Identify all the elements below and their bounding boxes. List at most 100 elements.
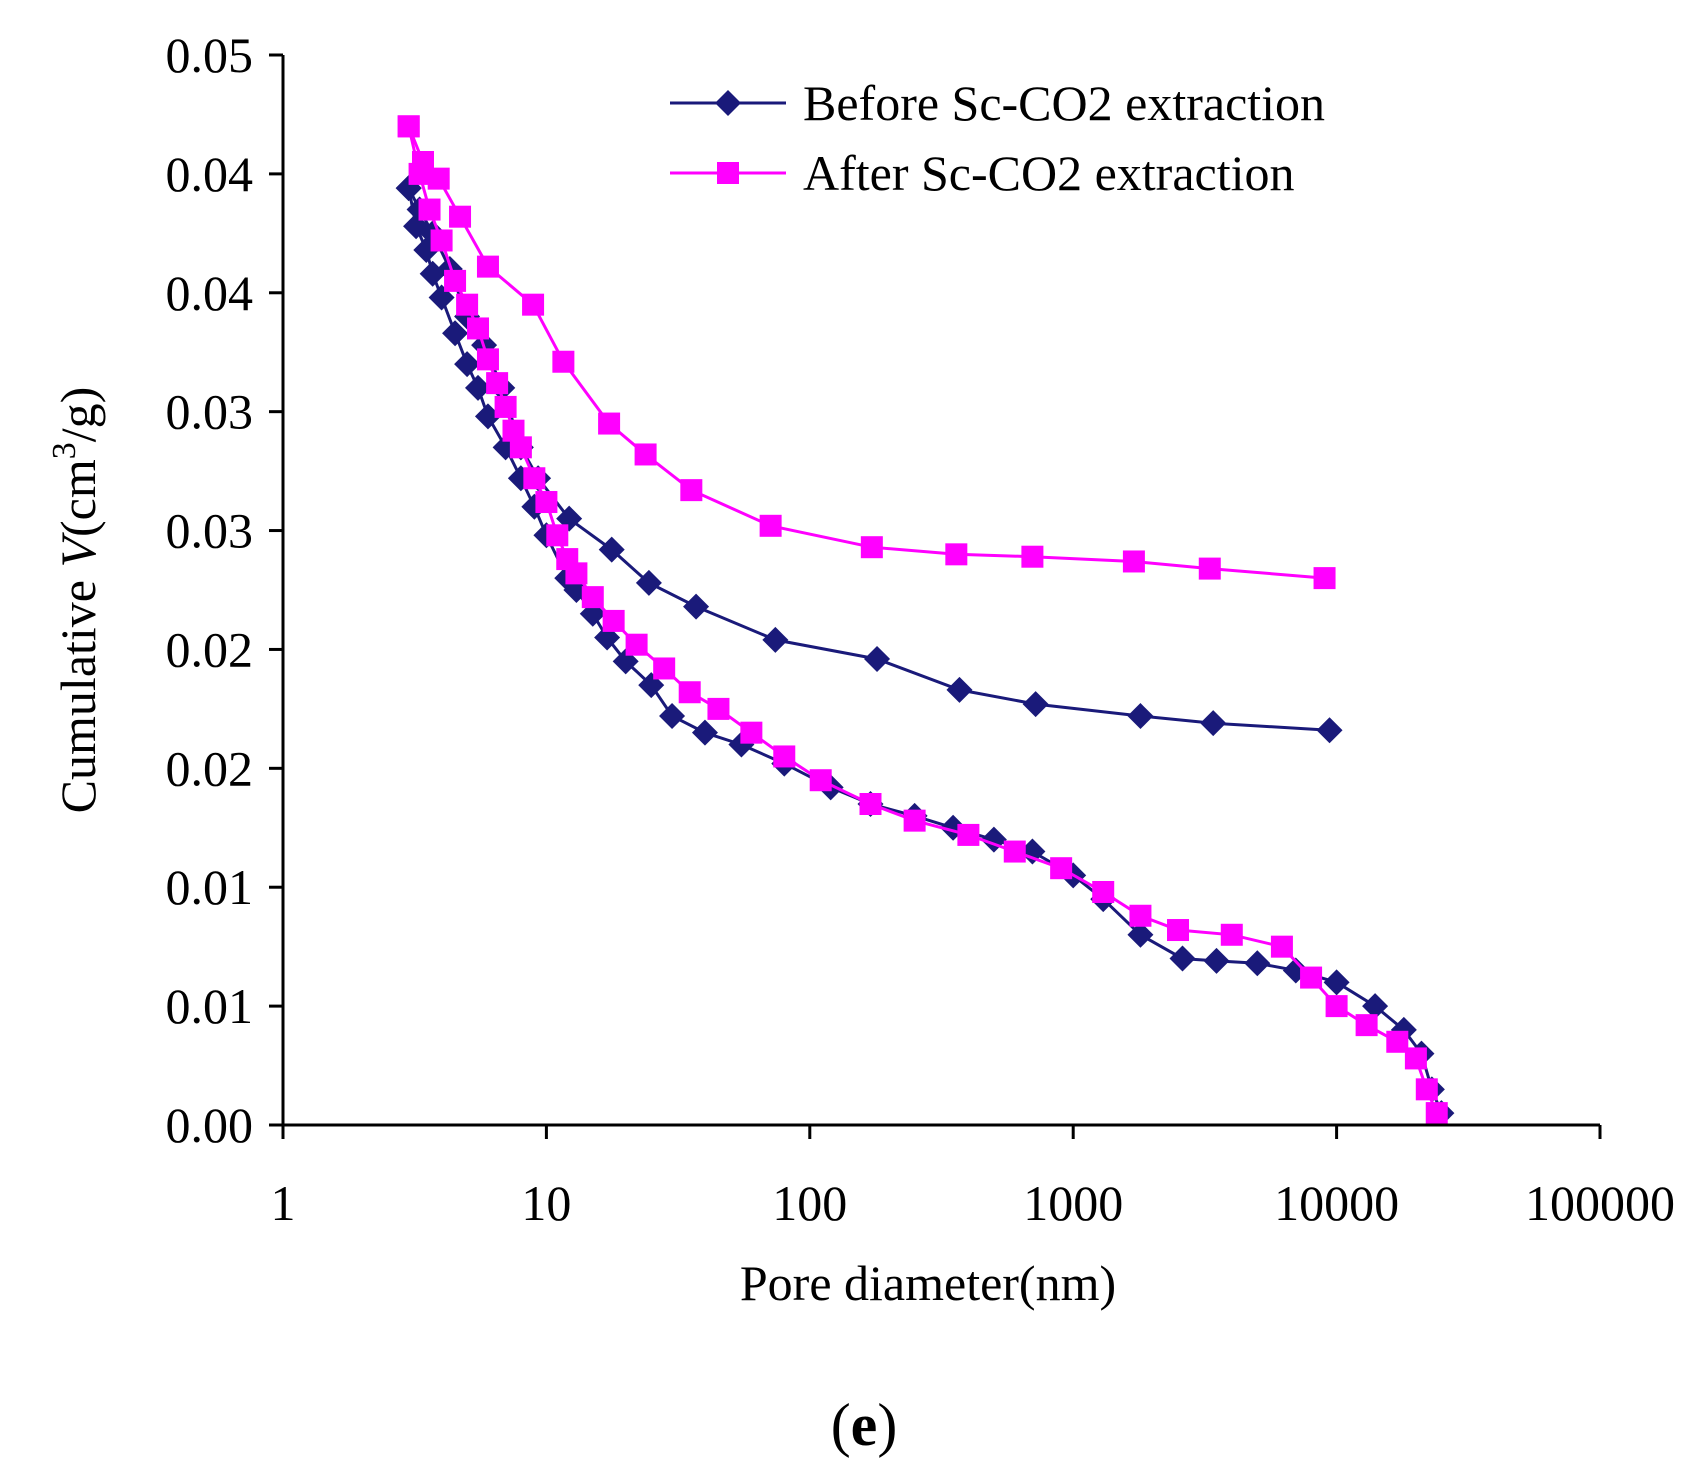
- data-point: [1355, 1014, 1378, 1037]
- data-point: [625, 633, 648, 656]
- data-point: [476, 348, 499, 371]
- data-point: [449, 205, 472, 228]
- data-point: [1021, 545, 1044, 568]
- data-point: [859, 793, 882, 815]
- data-point: [1244, 950, 1271, 977]
- data-point: [556, 548, 579, 571]
- series-layer: [395, 115, 1455, 1127]
- series-before: [395, 175, 1455, 1127]
- series-after: [397, 115, 1448, 1125]
- data-point: [678, 681, 701, 704]
- x-tick-label: 1: [271, 1175, 296, 1231]
- data-point: [1127, 703, 1154, 730]
- data-point: [486, 372, 509, 395]
- axes-layer: [281, 55, 1600, 1127]
- data-point: [1362, 993, 1389, 1020]
- data-point: [759, 514, 782, 537]
- data-point: [522, 293, 545, 316]
- y-axis-title-var: V: [50, 532, 106, 568]
- data-point: [1167, 919, 1190, 942]
- data-point: [773, 745, 796, 768]
- data-point: [411, 151, 434, 173]
- data-point: [581, 586, 604, 609]
- data-point: [1270, 935, 1293, 958]
- data-point: [598, 536, 625, 563]
- data-point: [946, 676, 973, 703]
- x-tick-label: 10: [521, 1175, 571, 1231]
- data-point: [1316, 717, 1343, 744]
- data-point: [635, 569, 662, 596]
- data-point: [430, 229, 453, 252]
- data-point: [476, 255, 499, 278]
- data-point: [494, 395, 517, 418]
- y-ticks: 0.00 0.01 0.01 0.02 0.02 0.03 0.03 0.04 0.04 0.05: [166, 27, 283, 1153]
- y-axis-title: Cumulative V(cm3/g): [46, 387, 106, 814]
- data-point: [1019, 838, 1046, 865]
- data-point: [1092, 880, 1115, 903]
- data-point: [957, 823, 980, 846]
- data-point: [1050, 857, 1073, 880]
- x-tick-label: 100000: [1525, 1175, 1675, 1231]
- data-point: [691, 719, 718, 746]
- x-axis-title: Pore diameter(nm): [740, 1255, 1116, 1311]
- legend-marker: [717, 162, 739, 184]
- legend-label: Before Sc-CO2 extraction: [803, 75, 1325, 131]
- data-point: [1203, 947, 1230, 974]
- data-point: [903, 809, 926, 832]
- y-tick-label: 0.01: [166, 859, 254, 915]
- data-point: [1415, 1078, 1438, 1101]
- data-point: [860, 536, 883, 559]
- x-ticks: 1 10 100 1000 10000 100000: [271, 1125, 1675, 1231]
- data-point: [1003, 840, 1026, 863]
- series-line: [407, 187, 1443, 1114]
- data-point: [456, 293, 479, 316]
- data-point: [1300, 966, 1323, 989]
- data-point: [474, 403, 501, 430]
- x-tick-label: 10000: [1274, 1175, 1399, 1231]
- data-point: [659, 703, 686, 730]
- data-point: [1425, 1102, 1448, 1125]
- y-tick-label: 0.00: [166, 1097, 254, 1153]
- panel-label: (e): [831, 1392, 898, 1458]
- data-point: [1127, 921, 1154, 948]
- data-point: [945, 543, 968, 566]
- data-point: [809, 769, 832, 792]
- data-point: [1198, 557, 1221, 580]
- data-point: [442, 320, 469, 347]
- series-line: [407, 187, 1330, 732]
- data-point: [602, 609, 625, 632]
- y-tick-label: 0.02: [166, 740, 254, 796]
- data-point: [418, 198, 441, 221]
- data-point: [523, 467, 546, 490]
- y-axis-title-superscript: 3: [46, 442, 83, 459]
- data-point: [1129, 904, 1152, 927]
- y-axis-title-unit-tail: /g): [50, 387, 106, 443]
- data-point: [1323, 969, 1350, 996]
- data-point: [444, 269, 467, 292]
- y-tick-label: 0.03: [166, 384, 254, 440]
- y-tick-label: 0.04: [166, 146, 254, 202]
- x-tick-label: 1000: [1023, 1175, 1123, 1231]
- y-axis-title-unit: (cm: [50, 459, 106, 537]
- data-point: [598, 412, 621, 435]
- data-point: [1220, 923, 1243, 946]
- y-tick-label: 0.01: [166, 978, 254, 1034]
- data-point: [707, 697, 730, 720]
- data-point: [454, 351, 481, 378]
- legend-label: After Sc-CO2 extraction: [803, 145, 1295, 201]
- data-point: [683, 593, 710, 620]
- x-tick-label: 100: [772, 1175, 847, 1231]
- data-point: [397, 115, 420, 138]
- data-point: [864, 645, 891, 672]
- data-point: [762, 626, 789, 653]
- data-point: [552, 350, 575, 373]
- legend: Before Sc-CO2 extraction After Sc-CO2 ext…: [670, 75, 1325, 201]
- data-point: [1022, 691, 1049, 718]
- data-point: [427, 167, 450, 190]
- data-point: [535, 491, 558, 514]
- data-point: [1386, 1030, 1409, 1053]
- data-point: [1122, 550, 1145, 573]
- y-axis-title-prefix: Cumulative: [50, 568, 106, 814]
- data-point: [509, 436, 532, 459]
